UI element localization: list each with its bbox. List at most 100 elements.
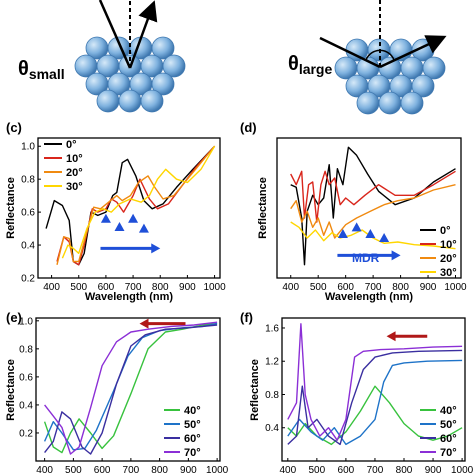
diagram-large-angle: θlarge bbox=[288, 0, 447, 115]
chart-panel-c: (c) Reflectance Wavelength (nm) 400 500 60… bbox=[5, 120, 226, 303]
series-line-40deg bbox=[287, 385, 463, 446]
x-tick-label: 500 bbox=[70, 282, 87, 293]
triangle-marker bbox=[337, 229, 348, 238]
x-tick-label: 400 bbox=[36, 465, 53, 474]
x-tick-label: 600 bbox=[94, 465, 111, 474]
sphere bbox=[378, 91, 402, 115]
series-group bbox=[43, 321, 218, 455]
y-axis-label: Reflectance bbox=[249, 359, 261, 421]
y-tick-label: 1.0 bbox=[19, 316, 33, 327]
y-tick-label: 0.2 bbox=[21, 274, 35, 285]
markers-group bbox=[337, 222, 390, 242]
x-tick-label: 500 bbox=[309, 465, 326, 474]
sphere bbox=[162, 54, 186, 78]
panel-label: (d) bbox=[240, 120, 257, 135]
x-tick-label: 1000 bbox=[206, 465, 229, 474]
triangle-marker bbox=[138, 223, 149, 233]
x-tick-label: 1000 bbox=[451, 465, 474, 474]
tick-labels: 400 500 600 700 800 900 1000 0.2 0.4 0.6 0.8 1.0 bbox=[19, 316, 229, 474]
arrow-head bbox=[151, 243, 161, 254]
panel-label: (e) bbox=[6, 310, 22, 325]
legend-label: 10° bbox=[66, 153, 83, 165]
sphere-cluster bbox=[74, 36, 186, 113]
series-line-20deg bbox=[290, 184, 456, 239]
x-tick-label: 700 bbox=[365, 282, 382, 293]
triangle-marker bbox=[379, 233, 390, 242]
x-tick-label: 900 bbox=[179, 282, 196, 293]
diagram-small-angle: θsmall bbox=[18, 0, 186, 113]
x-tick-label: 800 bbox=[151, 465, 168, 474]
sphere bbox=[411, 74, 435, 98]
series-line-60deg bbox=[287, 349, 463, 446]
x-tick-label: 400 bbox=[282, 282, 299, 293]
x-axis-label: Wavelength (nm) bbox=[85, 291, 174, 303]
chart-panel-d: (d) Reflectance Wavelength (nm) 400 500 60… bbox=[240, 120, 467, 303]
x-tick-label: 400 bbox=[279, 465, 296, 474]
sphere bbox=[356, 91, 380, 115]
x-tick-label: 700 bbox=[125, 282, 142, 293]
x-tick-label: 500 bbox=[310, 282, 327, 293]
y-tick-label: 1.2 bbox=[265, 357, 279, 368]
plot-frame bbox=[35, 317, 221, 462]
triangle-marker bbox=[114, 221, 125, 231]
legend-label: 70° bbox=[440, 447, 457, 459]
series-line-30deg bbox=[61, 145, 216, 259]
sphere bbox=[151, 36, 175, 60]
arrow-head bbox=[386, 331, 396, 342]
legend-label: 30° bbox=[66, 181, 83, 193]
plot-frame bbox=[37, 137, 221, 279]
y-tick-label: 0.4 bbox=[21, 241, 35, 252]
series-line-20deg bbox=[56, 145, 216, 265]
x-tick-label: 1000 bbox=[203, 282, 226, 293]
x-axis-label: Wavelength (nm) bbox=[325, 291, 414, 303]
legend-label: 50° bbox=[184, 419, 201, 431]
series-line-60deg bbox=[44, 324, 218, 455]
sphere bbox=[96, 89, 120, 113]
legend-label: 50° bbox=[440, 419, 457, 431]
y-axis-label: Reflectance bbox=[5, 177, 17, 239]
series-line-0deg bbox=[45, 145, 216, 266]
sphere bbox=[118, 89, 142, 113]
legend: 40° 50° 60° 70° bbox=[164, 405, 201, 459]
legend-label: 30° bbox=[440, 267, 457, 279]
legend-label: 70° bbox=[184, 447, 201, 459]
y-tick-label: 1.0 bbox=[21, 142, 35, 153]
arrow-head bbox=[139, 318, 149, 329]
chart-panel-f: (f) Reflectance 400 500 600 700 800 900 1000 0.… bbox=[240, 310, 474, 474]
x-tick-label: 600 bbox=[337, 282, 354, 293]
triangle-marker bbox=[100, 213, 111, 223]
plot-frame bbox=[281, 317, 466, 462]
tick-labels: 400 500 600 700 800 900 1000 0.4 0.8 1.2 1.6 bbox=[265, 323, 474, 474]
theta-small-label: θsmall bbox=[18, 58, 65, 82]
y-axis-label: Reflectance bbox=[257, 177, 269, 239]
y-tick-label: 0.4 bbox=[265, 423, 279, 434]
y-tick-label: 0.8 bbox=[265, 390, 279, 401]
series-group bbox=[290, 146, 456, 266]
sphere bbox=[422, 56, 446, 80]
x-tick-label: 800 bbox=[152, 282, 169, 293]
x-tick-label: 800 bbox=[396, 465, 413, 474]
x-tick-label: 600 bbox=[98, 282, 115, 293]
y-tick-label: 0.6 bbox=[19, 372, 33, 383]
legend-label: 0° bbox=[66, 139, 77, 151]
series-line-50deg bbox=[287, 359, 463, 446]
chart-panel-e: (e) Reflectance 400 500 600 700 800 900 1000 0.… bbox=[5, 310, 229, 474]
x-tick-label: 500 bbox=[65, 465, 82, 474]
y-tick-label: 1.6 bbox=[265, 323, 279, 334]
series-line-10deg bbox=[290, 170, 456, 223]
tick-labels: 400 500 600 700 800 900 1000 bbox=[282, 275, 467, 293]
panel-label: (f) bbox=[240, 310, 253, 325]
x-tick-label: 700 bbox=[367, 465, 384, 474]
y-tick-label: 0.4 bbox=[19, 400, 33, 411]
x-tick-label: 800 bbox=[392, 282, 409, 293]
y-tick-label: 0.2 bbox=[19, 428, 33, 439]
sphere-cluster bbox=[334, 38, 446, 115]
sphere bbox=[400, 91, 424, 115]
y-tick-label: 0.8 bbox=[21, 175, 35, 186]
triangle-marker bbox=[351, 222, 362, 232]
x-tick-label: 1000 bbox=[444, 282, 467, 293]
angle-arc bbox=[365, 49, 395, 61]
x-tick-label: 700 bbox=[123, 465, 140, 474]
legend-label: 20° bbox=[440, 253, 457, 265]
